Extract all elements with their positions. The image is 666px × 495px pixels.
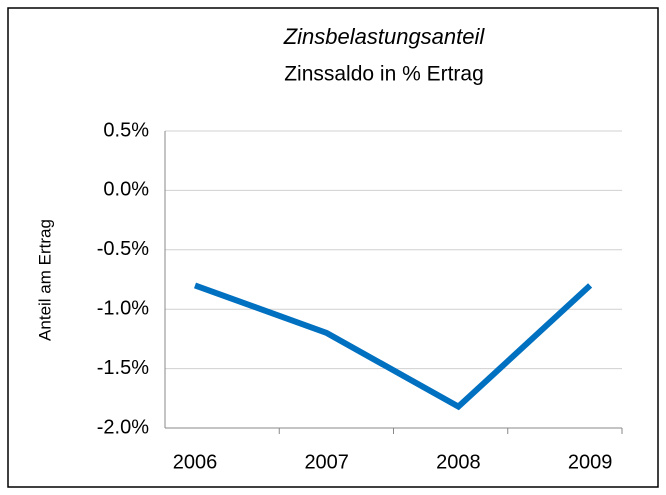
chart-border [7,7,659,488]
y-tick-label: 0.5% [103,119,149,141]
chart-subtitle: Zinssaldo in % Ertrag [284,63,484,86]
y-axis-label: Anteil am Ertrag [35,219,54,341]
y-tick-label: -2.0% [97,416,149,438]
x-tick-label: 2006 [173,451,218,473]
y-tick-label: -1.5% [97,357,149,379]
chart-title: Zinsbelastungsanteil [283,24,486,49]
y-tick-label: -0.5% [97,238,149,260]
x-tick-label: 2008 [436,451,481,473]
y-tick-label: -1.0% [97,297,149,319]
x-tick-label: 2009 [568,451,613,473]
data-line [193,282,593,411]
x-tick-label: 2007 [304,451,349,473]
y-tick-label: 0.0% [103,179,149,201]
